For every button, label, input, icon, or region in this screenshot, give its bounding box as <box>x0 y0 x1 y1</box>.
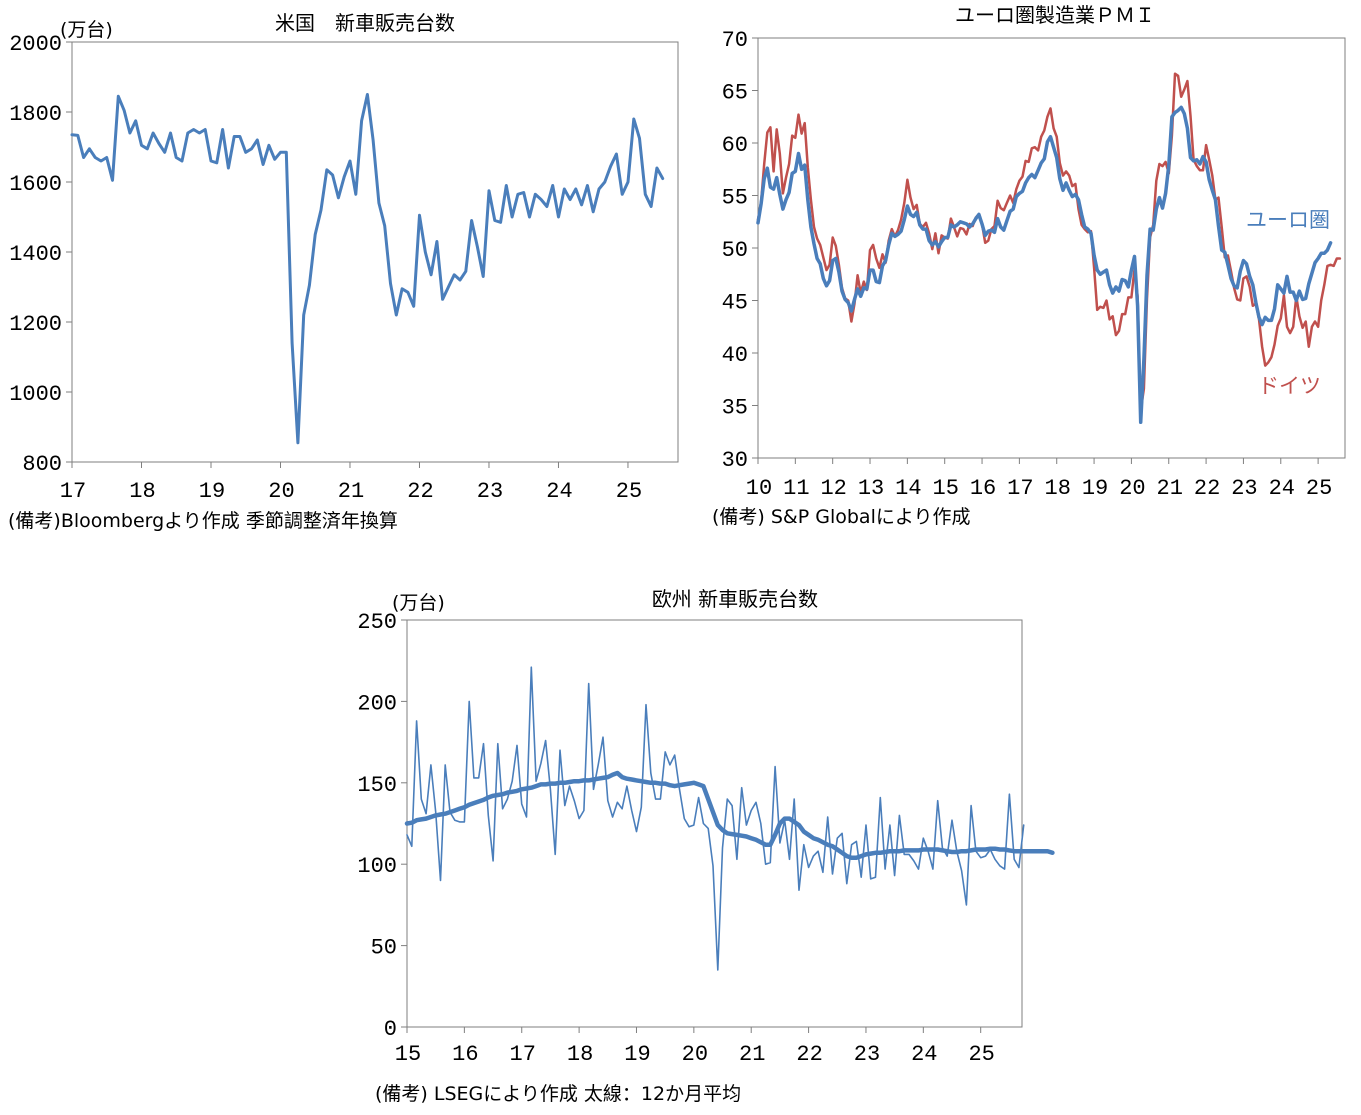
x-tick-label: 24 <box>546 479 572 504</box>
y-tick-label: 1200 <box>9 312 62 337</box>
x-tick-label: 21 <box>1157 476 1183 501</box>
x-tick-label: 23 <box>477 479 503 504</box>
x-tick-label: 22 <box>407 479 433 504</box>
x-tick-label: 23 <box>854 1042 880 1067</box>
x-tick-label: 22 <box>796 1042 822 1067</box>
series-line-1 <box>756 105 1333 425</box>
x-tick-label: 23 <box>1231 476 1257 501</box>
x-tick-label: 18 <box>1045 476 1071 501</box>
x-tick-label: 19 <box>199 479 225 504</box>
x-tick-label: 10 <box>746 476 772 501</box>
x-tick-label: 19 <box>624 1042 650 1067</box>
x-tick-label: 24 <box>911 1042 937 1067</box>
y-tick-label: 250 <box>357 610 397 635</box>
chart-title: 欧州 新車販売台数 <box>652 587 818 611</box>
x-tick-label: 19 <box>1082 476 1108 501</box>
x-tick-label: 20 <box>682 1042 708 1067</box>
source-note: (備考) S&P Globalにより作成 <box>712 506 970 528</box>
y-tick-label: 60 <box>722 133 748 158</box>
y-tick-label: 1600 <box>9 172 62 197</box>
x-tick-label: 24 <box>1269 476 1295 501</box>
legend-label-germany: ドイツ <box>1258 374 1321 398</box>
x-tick-label: 18 <box>129 479 155 504</box>
y-tick-label: 35 <box>722 396 748 421</box>
x-tick-label: 25 <box>968 1042 994 1067</box>
x-tick-label: 18 <box>567 1042 593 1067</box>
x-tick-label: 22 <box>1194 476 1220 501</box>
source-note: (備考) LSEGにより作成 太線：12か月平均 <box>375 1083 741 1105</box>
x-tick-label: 14 <box>895 476 921 501</box>
y-tick-label: 1400 <box>9 242 62 267</box>
plot-frame <box>757 37 1346 459</box>
legend-label-euro: ユーロ圏 <box>1246 208 1330 232</box>
x-tick-label: 15 <box>395 1042 421 1067</box>
y-tick-label: 30 <box>722 448 748 473</box>
series-line-1 <box>70 93 665 445</box>
x-tick-label: 21 <box>338 479 364 504</box>
series-line-2 <box>404 770 1055 860</box>
y-tick-label: 1000 <box>9 382 62 407</box>
x-tick-label: 20 <box>1119 476 1145 501</box>
chart-title: 米国 新車販売台数 <box>275 11 455 35</box>
y-tick-label: 50 <box>722 238 748 263</box>
x-tick-label: 17 <box>60 479 86 504</box>
x-tick-label: 16 <box>452 1042 478 1067</box>
unit-label: (万台) <box>60 19 113 41</box>
x-tick-label: 25 <box>1306 476 1332 501</box>
series-line-2 <box>756 72 1342 413</box>
y-tick-label: 65 <box>722 81 748 106</box>
source-note: (備考)Bloombergより作成 季節調整済年換算 <box>8 510 398 532</box>
x-tick-label: 25 <box>616 479 642 504</box>
y-tick-label: 200 <box>357 691 397 716</box>
y-tick-label: 150 <box>357 773 397 798</box>
y-tick-label: 40 <box>722 343 748 368</box>
y-tick-label: 100 <box>357 854 397 879</box>
chart-euro-pmi: ユーロ圏製造業ＰＭＩ 30 35 40 45 50 55 60 65 70 10 11 12 13 14… <box>712 3 1346 528</box>
y-tick-label: 800 <box>22 452 62 477</box>
x-tick-label: 17 <box>510 1042 536 1067</box>
chart-europe-sales: 欧州 新車販売台数 (万台) 0 50 100 150 200 250 15 16 17 18 1… <box>357 587 1055 1105</box>
y-tick-label: 70 <box>722 28 748 53</box>
y-tick-label: 55 <box>722 186 748 211</box>
x-tick-label: 13 <box>858 476 884 501</box>
x-tick-label: 15 <box>933 476 959 501</box>
y-tick-label: 0 <box>384 1017 397 1042</box>
y-tick-label: 2000 <box>9 32 62 57</box>
x-tick-label: 12 <box>820 476 846 501</box>
y-tick-label: 50 <box>371 936 397 961</box>
x-tick-label: 16 <box>970 476 996 501</box>
plot-frame <box>71 41 679 463</box>
x-tick-label: 21 <box>739 1042 765 1067</box>
unit-label: (万台) <box>392 592 445 614</box>
x-tick-label: 11 <box>783 476 809 501</box>
plot-frame <box>406 619 1023 1028</box>
y-tick-label: 45 <box>722 291 748 316</box>
x-tick-label: 20 <box>268 479 294 504</box>
x-tick-label: 17 <box>1007 476 1033 501</box>
y-tick-label: 1800 <box>9 102 62 127</box>
chart-title: ユーロ圏製造業ＰＭＩ <box>955 3 1155 27</box>
chart-us-sales: 米国 新車販売台数 (万台) 800 1000 1200 1400 1600 1800 20… <box>8 11 679 532</box>
